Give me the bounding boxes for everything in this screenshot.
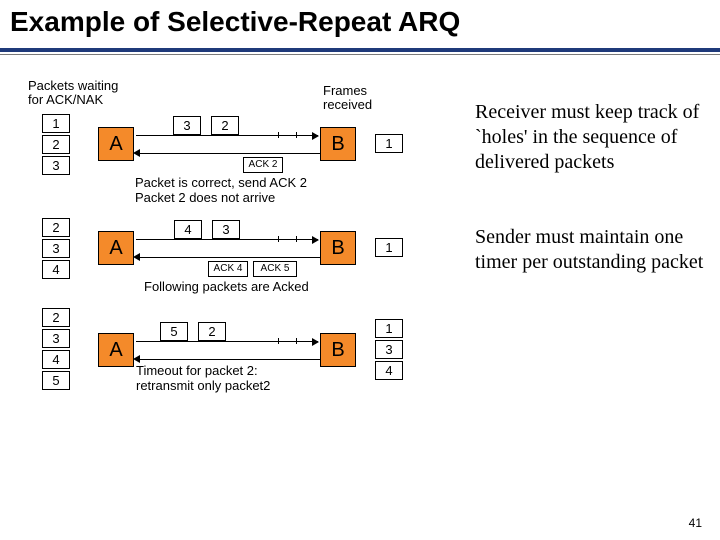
pkt-recv: 1 xyxy=(375,134,403,153)
node-b: B xyxy=(320,127,356,161)
pkt-inflight: 2 xyxy=(211,116,239,135)
page-number: 41 xyxy=(689,516,702,530)
pkt-recv: 3 xyxy=(375,340,403,359)
note-sender: Sender must maintain one timer per outst… xyxy=(475,225,705,275)
node-a: A xyxy=(98,231,134,265)
tick xyxy=(278,132,279,138)
arrow-a-to-b xyxy=(136,341,318,342)
pkt-wait: 5 xyxy=(42,371,70,390)
tick xyxy=(278,236,279,242)
ack-box: ACK 4 xyxy=(208,261,248,277)
pkt-inflight: 4 xyxy=(174,220,202,239)
pkt-inflight: 2 xyxy=(198,322,226,341)
pkt-inflight: 5 xyxy=(160,322,188,341)
arrowhead-left xyxy=(133,149,140,157)
title-rule-main xyxy=(0,48,720,52)
label-s2-l1: Following packets are Acked xyxy=(144,279,309,294)
label-s1-l2: Packet 2 does not arrive xyxy=(135,190,275,205)
ack-box: ACK 5 xyxy=(253,261,297,277)
pkt-wait: 3 xyxy=(42,239,70,258)
pkt-wait: 3 xyxy=(42,156,70,175)
pkt-inflight: 3 xyxy=(212,220,240,239)
tick xyxy=(278,338,279,344)
label-frames-l1: Frames xyxy=(323,83,367,98)
arrow-b-to-a xyxy=(136,153,320,154)
pkt-wait: 4 xyxy=(42,260,70,279)
arrowhead-left xyxy=(133,253,140,261)
note-receiver: Receiver must keep track of `holes' in t… xyxy=(475,100,705,175)
arrow-a-to-b xyxy=(136,239,318,240)
arrow-a-to-b xyxy=(136,135,318,136)
arrow-b-to-a xyxy=(136,359,320,360)
arrowhead-left xyxy=(133,355,140,363)
node-b: B xyxy=(320,231,356,265)
pkt-inflight: 3 xyxy=(173,116,201,135)
slide-title: Example of Selective-Repeat ARQ xyxy=(10,6,460,38)
label-frames-l2: received xyxy=(323,97,372,112)
pkt-wait: 3 xyxy=(42,329,70,348)
pkt-wait: 2 xyxy=(42,308,70,327)
pkt-recv: 1 xyxy=(375,238,403,257)
pkt-wait: 2 xyxy=(42,218,70,237)
title-rule-thin xyxy=(0,54,720,55)
label-s3-l1: Timeout for packet 2: xyxy=(136,363,258,378)
pkt-wait: 4 xyxy=(42,350,70,369)
tick xyxy=(296,338,297,344)
node-b: B xyxy=(320,333,356,367)
arrow-b-to-a xyxy=(136,257,320,258)
node-a: A xyxy=(98,127,134,161)
node-a: A xyxy=(98,333,134,367)
label-waiting-l1: Packets waiting xyxy=(28,78,118,93)
tick xyxy=(296,236,297,242)
tick xyxy=(296,132,297,138)
pkt-recv: 4 xyxy=(375,361,403,380)
label-s3-l2: retransmit only packet2 xyxy=(136,378,270,393)
arq-diagram: Packets waiting for ACK/NAK Frames recei… xyxy=(28,80,448,480)
pkt-recv: 1 xyxy=(375,319,403,338)
label-s1-l1: Packet is correct, send ACK 2 xyxy=(135,175,307,190)
ack-box: ACK 2 xyxy=(243,157,283,173)
pkt-wait: 2 xyxy=(42,135,70,154)
pkt-wait: 1 xyxy=(42,114,70,133)
label-waiting-l2: for ACK/NAK xyxy=(28,92,103,107)
